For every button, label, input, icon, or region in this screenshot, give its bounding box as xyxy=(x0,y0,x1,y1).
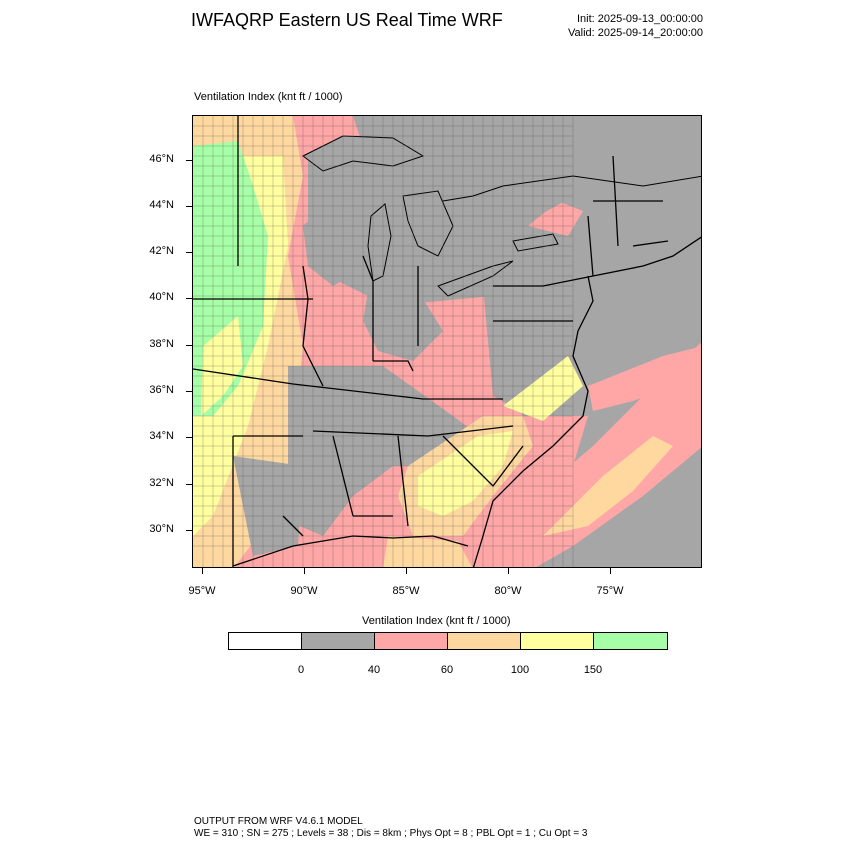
lon-tick xyxy=(406,568,407,574)
valid-time: Valid: 2025-09-14_20:00:00 xyxy=(568,27,703,39)
colorbar-cell xyxy=(448,633,521,649)
ontario-pink-patch xyxy=(528,201,583,236)
lake-ontario xyxy=(512,233,559,252)
us-canada-border xyxy=(442,175,701,202)
lat-tick xyxy=(186,206,192,207)
canada-gray-area xyxy=(363,116,701,231)
map-panel xyxy=(192,115,702,568)
colorbar-cell xyxy=(302,633,375,649)
lon-label-85: 85°W xyxy=(392,585,420,597)
ocean-pink-plume xyxy=(484,342,701,567)
lat-label-36: 36°N xyxy=(149,384,174,396)
lat-tick xyxy=(186,345,192,346)
lon-label-90: 90°W xyxy=(290,585,318,597)
county-grid xyxy=(193,116,574,567)
lat-label-40: 40°N xyxy=(149,291,174,303)
colorbar-title: Ventilation Index (knt ft / 1000) xyxy=(362,615,511,627)
gulf-coast-tan xyxy=(383,536,472,567)
lon-label-80: 80°W xyxy=(494,585,522,597)
atlantic-coastline xyxy=(472,275,594,567)
colorbar-label: 100 xyxy=(510,664,530,676)
lon-label-75: 75°W xyxy=(596,585,624,597)
lat-tick xyxy=(186,391,192,392)
colorbar-label: 40 xyxy=(367,664,381,676)
lat-label-44: 44°N xyxy=(149,199,174,211)
gray-tennessee-area xyxy=(288,366,493,536)
model-footer-line2: WE = 310 ; SN = 275 ; Levels = 38 ; Dis … xyxy=(194,828,588,839)
lat-label-42: 42°N xyxy=(149,245,174,257)
lat-label-38: 38°N xyxy=(149,338,174,350)
gulf-coastline xyxy=(232,535,469,567)
colorbar xyxy=(228,632,668,650)
plot-title: IWFAQRP Eastern US Real Time WRF xyxy=(191,10,503,30)
southeast-yellow-area xyxy=(418,431,513,516)
ventilation-index-map xyxy=(193,116,701,567)
lat-label-32: 32°N xyxy=(149,477,174,489)
model-footer-line1: OUTPUT FROM WRF V4.6.1 MODEL xyxy=(194,816,363,827)
colorbar-label: 150 xyxy=(583,664,603,676)
init-time: Init: 2025-09-13_00:00:00 xyxy=(577,13,703,25)
colorbar-cell xyxy=(521,633,594,649)
field-title: Ventilation Index (knt ft / 1000) xyxy=(194,91,343,103)
lat-tick xyxy=(186,298,192,299)
lon-label-95: 95°W xyxy=(188,585,216,597)
colorbar-cell xyxy=(229,633,302,649)
lat-label-34: 34°N xyxy=(149,430,174,442)
state-boundaries xyxy=(193,116,669,567)
lon-tick xyxy=(508,568,509,574)
lat-tick xyxy=(186,484,192,485)
lat-tick xyxy=(186,530,192,531)
lat-label-46: 46°N xyxy=(149,153,174,165)
lat-label-30: 30°N xyxy=(149,523,174,535)
colorbar-cell xyxy=(375,633,448,649)
lat-tick xyxy=(186,252,192,253)
lon-tick xyxy=(610,568,611,574)
lat-tick xyxy=(186,437,192,438)
colorbar-label: 0 xyxy=(297,664,305,676)
ocean-pink-streak-north xyxy=(588,346,701,411)
lon-tick xyxy=(304,568,305,574)
lat-tick xyxy=(186,160,192,161)
lon-tick xyxy=(202,568,203,574)
new-england-coastline xyxy=(592,236,701,277)
colorbar-label: 60 xyxy=(440,664,454,676)
colorbar-cell xyxy=(594,633,667,649)
ocean-tan-streak xyxy=(543,436,673,536)
